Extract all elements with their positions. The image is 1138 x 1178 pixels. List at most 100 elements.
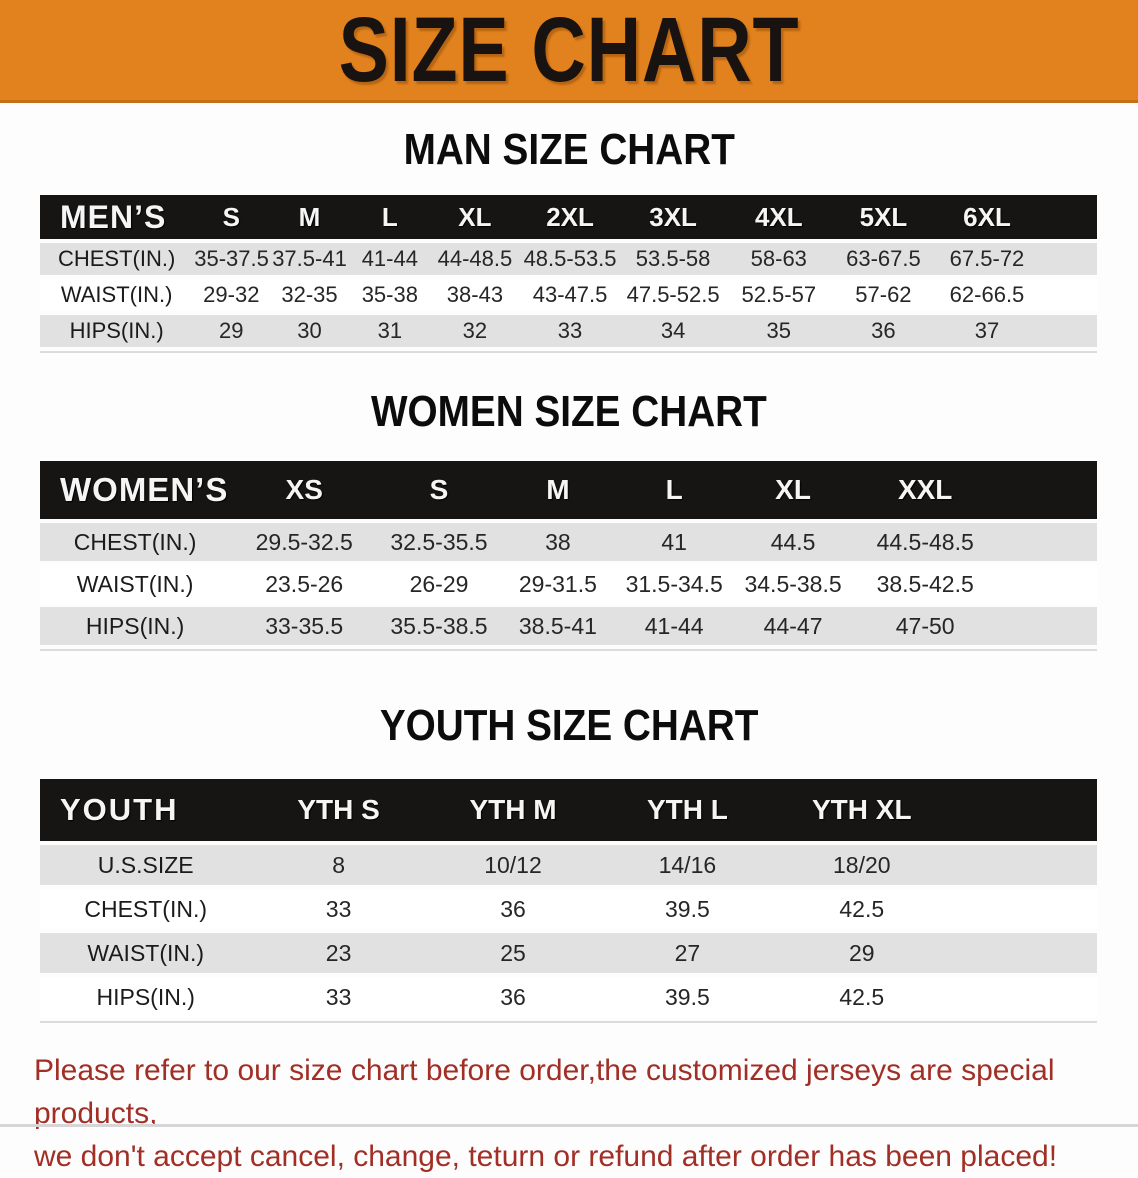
size-value-cell: 8 <box>251 845 426 885</box>
disclaimer-line-1: Please refer to our size chart before or… <box>34 1054 1055 1130</box>
row-label: HIPS(IN.) <box>40 315 194 347</box>
size-value-cell: 35-38 <box>349 279 430 311</box>
size-value-cell: 32.5-35.5 <box>378 523 500 561</box>
size-value-cell: 47-50 <box>853 607 997 645</box>
size-value-cell: 23 <box>251 933 426 973</box>
size-value-cell: 62-66.5 <box>935 279 1039 311</box>
spacer-cell <box>948 845 1097 885</box>
size-value-cell: 42.5 <box>774 889 949 929</box>
disclaimer-line-2: we don't accept cancel, change, teturn o… <box>34 1140 1058 1173</box>
size-column-header: YTH S <box>251 779 426 841</box>
spacer-cell <box>996 607 1097 645</box>
size-value-cell: 18/20 <box>774 845 949 885</box>
size-column-header: YTH M <box>425 779 601 841</box>
size-column-header: 6XL <box>935 195 1039 239</box>
size-value-cell: 42.5 <box>774 977 949 1017</box>
spacer-cell <box>996 565 1097 603</box>
table-row: U.S.SIZE 8 10/12 14/16 18/20 <box>40 845 1097 885</box>
size-value-cell: 41 <box>616 523 733 561</box>
size-value-cell: 41-44 <box>616 607 733 645</box>
size-value-cell: 36 <box>831 315 936 347</box>
table-row: CHEST(IN.) 29.5-32.5 32.5-35.5 38 41 44.… <box>40 523 1097 561</box>
table-row: WAIST(IN.) 29-32 32-35 35-38 38-43 43-47… <box>40 279 1097 311</box>
women-corner-label: WOMEN’S <box>40 461 231 519</box>
youth-size-table-wrap: YOUTH YTH S YTH M YTH L YTH XL U.S.SIZE … <box>40 775 1097 1023</box>
size-value-cell: 34.5-38.5 <box>732 565 854 603</box>
size-value-cell: 31.5-34.5 <box>616 565 733 603</box>
size-value-cell: 38.5-42.5 <box>853 565 997 603</box>
size-value-cell: 41-44 <box>349 243 430 275</box>
women-size-table: WOMEN’S XS S M L XL XXL CHEST(IN.) 29.5-… <box>40 457 1097 649</box>
table-row: CHEST(IN.) 33 36 39.5 42.5 <box>40 889 1097 929</box>
row-label: WAIST(IN.) <box>40 279 194 311</box>
size-value-cell: 35.5-38.5 <box>378 607 500 645</box>
table-row: HIPS(IN.) 29 30 31 32 33 34 35 36 37 <box>40 315 1097 347</box>
row-label: CHEST(IN.) <box>40 243 194 275</box>
size-column-header: 5XL <box>831 195 936 239</box>
men-header-row: MEN’S S M L XL 2XL 3XL 4XL 5XL 6XL <box>40 195 1097 239</box>
table-row: WAIST(IN.) 23.5-26 26-29 29-31.5 31.5-34… <box>40 565 1097 603</box>
size-value-cell: 36 <box>425 889 601 929</box>
size-value-cell: 38 <box>499 523 617 561</box>
size-value-cell: 32 <box>430 315 520 347</box>
size-value-cell: 38-43 <box>430 279 520 311</box>
men-section-title: MAN SIZE CHART <box>0 127 1138 173</box>
size-column-header: 2XL <box>519 195 621 239</box>
size-column-header: XL <box>732 461 854 519</box>
size-value-cell: 33-35.5 <box>230 607 379 645</box>
men-corner-label: MEN’S <box>40 195 194 239</box>
women-section-title: WOMEN SIZE CHART <box>0 389 1138 435</box>
size-value-cell: 44-47 <box>732 607 854 645</box>
size-value-cell: 63-67.5 <box>831 243 936 275</box>
size-value-cell: 44.5-48.5 <box>853 523 997 561</box>
size-value-cell: 58-63 <box>725 243 832 275</box>
size-value-cell: 44-48.5 <box>430 243 520 275</box>
spacer-cell <box>1038 195 1097 239</box>
size-value-cell: 67.5-72 <box>935 243 1039 275</box>
banner-title: SIZE CHART <box>338 0 800 101</box>
men-size-table: MEN’S S M L XL 2XL 3XL 4XL 5XL 6XL CHEST… <box>40 191 1097 351</box>
youth-corner-label: YOUTH <box>40 779 252 841</box>
size-value-cell: 34 <box>620 315 726 347</box>
table-row: WAIST(IN.) 23 25 27 29 <box>40 933 1097 973</box>
women-size-table-wrap: WOMEN’S XS S M L XL XXL CHEST(IN.) 29.5-… <box>40 457 1097 651</box>
youth-header-row: YOUTH YTH S YTH M YTH L YTH XL <box>40 779 1097 841</box>
size-value-cell: 30 <box>269 315 350 347</box>
spacer-cell <box>948 779 1097 841</box>
size-column-header: XL <box>430 195 520 239</box>
size-value-cell: 37.5-41 <box>269 243 350 275</box>
size-column-header: S <box>193 195 270 239</box>
size-value-cell: 38.5-41 <box>499 607 617 645</box>
row-label: HIPS(IN.) <box>40 607 231 645</box>
size-value-cell: 14/16 <box>600 845 775 885</box>
size-column-header: M <box>499 461 617 519</box>
size-value-cell: 31 <box>349 315 430 347</box>
spacer-cell <box>996 523 1097 561</box>
row-label: U.S.SIZE <box>40 845 252 885</box>
youth-section-title-text: YOUTH SIZE CHART <box>379 701 759 750</box>
size-value-cell: 29 <box>193 315 270 347</box>
size-column-header: YTH L <box>600 779 775 841</box>
size-value-cell: 25 <box>425 933 601 973</box>
size-column-header: L <box>349 195 430 239</box>
size-value-cell: 43-47.5 <box>519 279 621 311</box>
size-value-cell: 23.5-26 <box>230 565 379 603</box>
size-chart-banner: SIZE CHART <box>0 0 1138 103</box>
size-value-cell: 10/12 <box>425 845 601 885</box>
size-value-cell: 27 <box>600 933 775 973</box>
size-column-header: M <box>269 195 350 239</box>
size-value-cell: 47.5-52.5 <box>620 279 726 311</box>
size-value-cell: 35-37.5 <box>193 243 270 275</box>
size-value-cell: 57-62 <box>831 279 936 311</box>
size-value-cell: 52.5-57 <box>725 279 832 311</box>
row-label: WAIST(IN.) <box>40 933 252 973</box>
size-value-cell: 29 <box>774 933 949 973</box>
size-column-header: 3XL <box>620 195 726 239</box>
size-value-cell: 29.5-32.5 <box>230 523 379 561</box>
youth-size-table: YOUTH YTH S YTH M YTH L YTH XL U.S.SIZE … <box>40 775 1097 1021</box>
men-size-table-wrap: MEN’S S M L XL 2XL 3XL 4XL 5XL 6XL CHEST… <box>40 191 1097 353</box>
size-column-header: YTH XL <box>774 779 949 841</box>
size-value-cell: 33 <box>251 977 426 1017</box>
youth-section-title: YOUTH SIZE CHART <box>0 703 1138 749</box>
size-value-cell: 37 <box>935 315 1039 347</box>
